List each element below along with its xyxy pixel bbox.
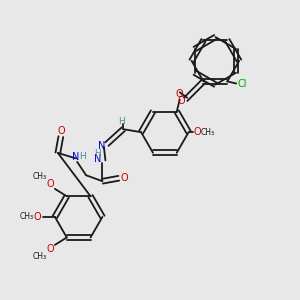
Text: O: O [176,89,184,99]
Text: H: H [118,117,125,126]
Text: N: N [98,140,105,151]
Text: H: H [79,152,86,161]
Text: CH₃: CH₃ [33,172,47,182]
Text: CH₃: CH₃ [33,252,47,261]
Text: O: O [34,212,41,222]
Text: N: N [72,152,80,161]
Text: N: N [94,154,102,164]
Text: O: O [194,127,201,137]
Text: CH₃: CH₃ [20,212,34,221]
Text: CH₃: CH₃ [201,128,215,137]
Text: O: O [46,179,54,189]
Text: O: O [46,244,54,254]
Text: O: O [177,96,185,106]
Text: Cl: Cl [237,80,247,89]
Text: O: O [121,172,128,183]
Text: O: O [58,126,65,136]
Text: H: H [94,149,101,158]
